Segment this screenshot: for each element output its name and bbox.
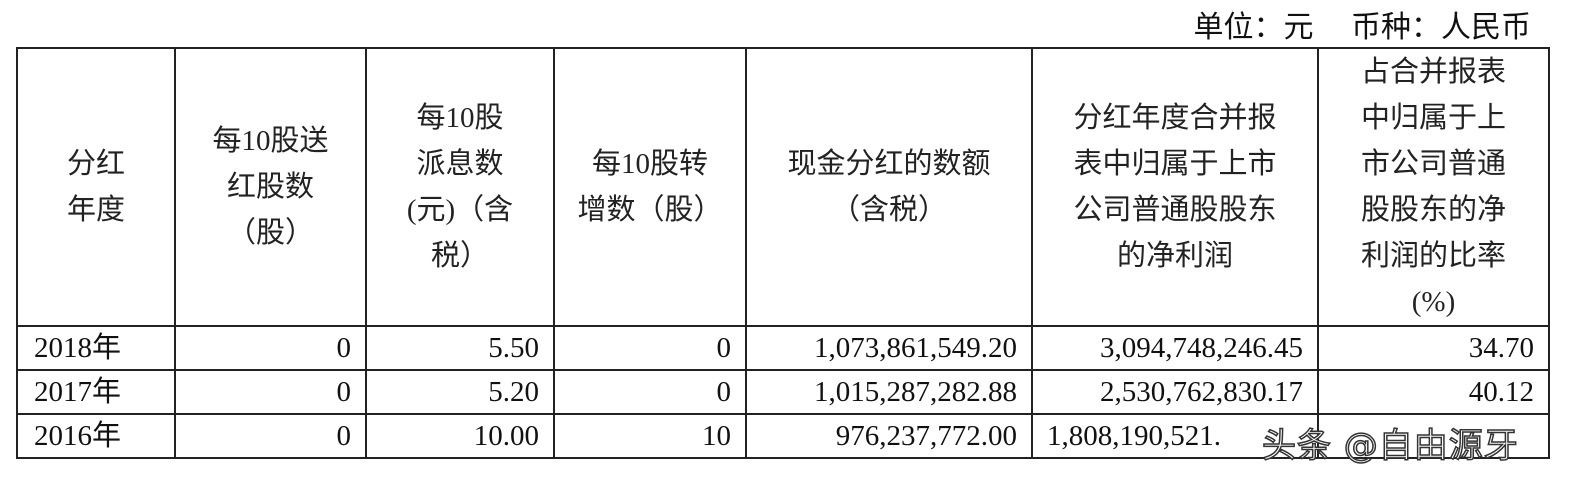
cell: 1,015,287,282.88: [745, 369, 1033, 415]
header-cell: 每10股转 增数（股）: [553, 47, 747, 327]
cell: 0: [553, 325, 747, 371]
cell: 5.50: [365, 325, 555, 371]
dividend-table: 分红 年度 每10股送 红股数 （股） 每10股 派息数 (元)（含 税） 每10股转 增数（…: [16, 47, 1550, 459]
table-row: 2017年 0 5.20 0 1,015,287,282.88 2,530,76…: [16, 369, 1550, 415]
cell: 0: [174, 369, 367, 415]
cell: 0: [553, 369, 747, 415]
year-cell: 2017年: [16, 369, 176, 415]
cell: 976,237,772.00: [745, 413, 1033, 459]
header-cell: 现金分红的数额 （含税）: [745, 47, 1033, 327]
table-header-row: 分红 年度 每10股送 红股数 （股） 每10股 派息数 (元)（含 税） 每10股转 增数（…: [16, 47, 1550, 327]
cell: 0: [174, 325, 367, 371]
cell: 2,530,762,830.17: [1031, 369, 1319, 415]
header-cell: 分红年度合并报 表中归属于上市 公司普通股股东 的净利润: [1031, 47, 1319, 327]
header-cell: 占合并报表 中归属于上 市公司普通 股股东的净 利润的比率 (%): [1317, 47, 1550, 327]
cell: 10: [553, 413, 747, 459]
cell: 1,073,861,549.20: [745, 325, 1033, 371]
header-cell: 每10股 派息数 (元)（含 税）: [365, 47, 555, 327]
cell: 40.12: [1317, 369, 1550, 415]
header-cell: 每10股送 红股数 （股）: [174, 47, 367, 327]
cell: 10.00: [365, 413, 555, 459]
header-cell: 分红 年度: [16, 47, 176, 327]
table-row: 2018年 0 5.50 0 1,073,861,549.20 3,094,74…: [16, 325, 1550, 371]
watermark: 头条 @自由源牙: [1261, 425, 1519, 467]
cell: 0: [174, 413, 367, 459]
year-cell: 2016年: [16, 413, 176, 459]
cell: 34.70: [1317, 325, 1550, 371]
cell: 5.20: [365, 369, 555, 415]
unit-currency-note: 单位：元 币种：人民币: [1193, 11, 1532, 44]
table-row: 2016年 0 10.00 10 976,237,772.00 1,808,19…: [16, 413, 1550, 459]
cell: 1,808,190,521.: [1031, 413, 1319, 459]
cell: [1317, 413, 1550, 459]
year-cell: 2018年: [16, 325, 176, 371]
cell: 3,094,748,246.45: [1031, 325, 1319, 371]
